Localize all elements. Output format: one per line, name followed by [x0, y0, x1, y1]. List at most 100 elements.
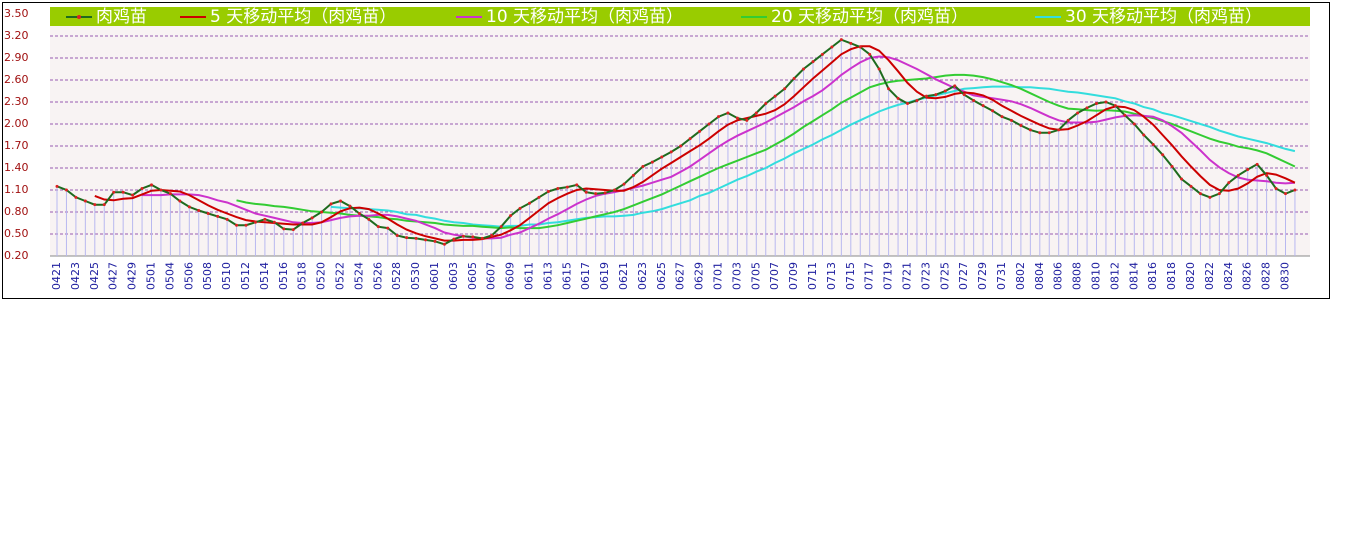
point-marker — [924, 94, 928, 98]
point-marker — [594, 192, 598, 196]
point-marker — [357, 211, 361, 215]
x-tick-label: 0820 — [1184, 262, 1197, 290]
legend-label: 20 天移动平均（肉鸡苗） — [771, 7, 968, 27]
x-tick-label: 0824 — [1222, 262, 1235, 290]
point-marker — [197, 209, 201, 213]
point-marker — [480, 236, 484, 240]
point-marker — [839, 38, 843, 42]
point-marker — [121, 190, 125, 194]
point-marker — [1009, 118, 1013, 122]
series-line — [142, 55, 1295, 240]
x-tick-label: 0506 — [182, 262, 195, 290]
point-marker — [348, 204, 352, 208]
x-tick-label: 0810 — [1090, 262, 1103, 290]
series-line — [56, 38, 1296, 246]
point-marker — [310, 216, 314, 220]
point-marker — [565, 185, 569, 189]
point-marker — [433, 239, 437, 243]
point-marker — [1293, 188, 1297, 192]
point-marker — [509, 214, 513, 218]
point-marker — [461, 234, 465, 238]
x-tick-label: 0719 — [882, 262, 895, 290]
point-marker — [225, 217, 229, 221]
point-marker — [187, 205, 191, 209]
point-marker — [1132, 122, 1136, 126]
x-tick-label: 0613 — [541, 262, 554, 290]
point-marker — [660, 155, 664, 159]
point-marker — [622, 182, 626, 186]
point-marker — [962, 93, 966, 97]
point-marker — [112, 190, 116, 194]
point-marker — [820, 52, 824, 56]
y-tick-label: 2.60 — [4, 73, 29, 86]
x-tick-label: 0516 — [277, 262, 290, 290]
point-marker — [1236, 173, 1240, 177]
legend-background — [50, 7, 1310, 26]
point-marker — [282, 227, 286, 231]
point-marker — [802, 67, 806, 71]
point-marker — [1066, 118, 1070, 122]
x-tick-label: 0621 — [617, 262, 630, 290]
point-marker — [764, 101, 768, 105]
plot-background — [50, 14, 1310, 256]
point-marker — [1189, 184, 1193, 188]
point-marker — [1076, 111, 1080, 115]
series-line — [94, 45, 1296, 242]
point-marker — [442, 242, 446, 246]
x-tick-label: 0804 — [1033, 262, 1046, 290]
legend-label: 30 天移动平均（肉鸡苗） — [1065, 7, 1262, 27]
point-marker — [1095, 101, 1098, 105]
point-marker — [698, 129, 702, 133]
point-marker — [206, 211, 210, 215]
point-marker — [613, 188, 617, 192]
point-marker — [1000, 115, 1004, 119]
x-tick-label: 0625 — [655, 262, 668, 290]
point-marker — [537, 195, 541, 199]
point-marker — [74, 195, 78, 199]
point-marker — [140, 187, 144, 191]
x-tick-label: 0601 — [428, 262, 441, 290]
x-tick-label: 0830 — [1279, 262, 1292, 290]
y-tick-label: 3.50 — [4, 7, 29, 20]
point-marker — [1161, 153, 1165, 157]
legend-label: 肉鸡苗 — [96, 7, 147, 27]
x-tick-label: 0514 — [258, 262, 271, 290]
point-marker — [367, 217, 371, 221]
x-tick-label: 0429 — [126, 262, 139, 290]
x-tick-label: 0510 — [220, 262, 233, 290]
point-marker — [906, 101, 909, 105]
x-tick-label: 0520 — [315, 262, 328, 290]
point-marker — [792, 77, 796, 81]
point-marker — [830, 45, 834, 49]
point-marker — [1208, 195, 1212, 199]
point-marker — [386, 226, 390, 230]
point-marker — [1019, 123, 1023, 127]
x-tick-label: 0629 — [693, 262, 706, 290]
x-tick-label: 0808 — [1071, 262, 1084, 290]
x-tick-label: 0721 — [901, 262, 914, 290]
point-marker — [707, 122, 711, 126]
point-marker — [1142, 133, 1146, 137]
point-marker — [150, 183, 153, 187]
x-tick-label: 0423 — [69, 262, 82, 290]
x-tick-label: 0717 — [863, 262, 876, 290]
point-marker — [679, 144, 683, 148]
x-tick-label: 0501 — [145, 262, 158, 290]
x-tick-label: 0526 — [371, 262, 384, 290]
point-marker — [1198, 192, 1202, 196]
point-marker — [943, 89, 947, 93]
x-tick-label: 0427 — [107, 262, 120, 290]
point-marker — [1028, 128, 1032, 132]
point-marker — [1227, 181, 1231, 185]
x-tick-label: 0729 — [976, 262, 989, 290]
point-marker — [244, 223, 248, 227]
y-tick-label: 1.10 — [4, 183, 29, 196]
point-marker — [688, 137, 692, 141]
x-tick-label: 0607 — [485, 262, 498, 290]
point-marker — [490, 233, 494, 237]
point-marker — [452, 237, 456, 241]
x-tick-label: 0802 — [1014, 262, 1027, 290]
x-tick-label: 0828 — [1260, 262, 1273, 290]
point-marker — [471, 235, 475, 239]
x-tick-label: 0703 — [730, 262, 743, 290]
